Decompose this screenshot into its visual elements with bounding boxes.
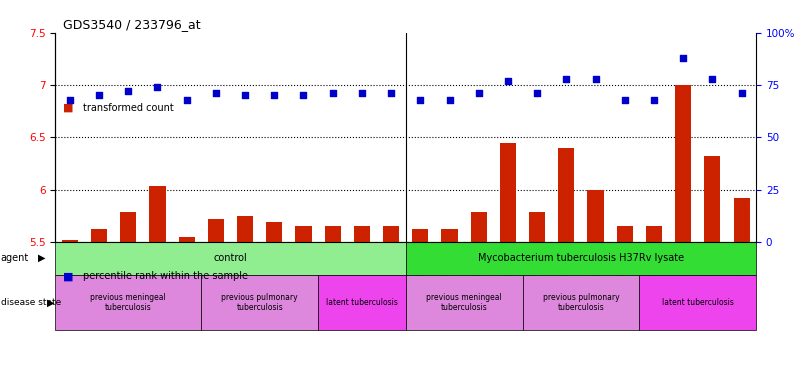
Point: [560, 76, 573, 82]
Bar: [91, 229, 107, 242]
Text: transformed count: transformed count: [83, 103, 174, 113]
Text: percentile rank within the sample: percentile rank within the sample: [83, 271, 248, 281]
Text: previous pulmonary
tuberculosis: previous pulmonary tuberculosis: [542, 293, 619, 312]
Point: [501, 78, 514, 84]
Point: [677, 55, 690, 61]
Point: [151, 84, 164, 90]
Bar: [587, 190, 604, 242]
Bar: [55, 242, 406, 275]
Point: [647, 96, 660, 103]
Bar: [734, 198, 750, 242]
Bar: [383, 226, 399, 242]
Bar: [529, 212, 545, 242]
Point: [297, 93, 310, 99]
Bar: [150, 187, 166, 242]
Point: [93, 93, 106, 99]
Bar: [406, 275, 522, 330]
Bar: [296, 226, 312, 242]
Bar: [500, 142, 516, 242]
Bar: [266, 222, 282, 242]
Bar: [639, 275, 756, 330]
Bar: [201, 275, 318, 330]
Bar: [406, 242, 756, 275]
Text: control: control: [214, 253, 248, 263]
Bar: [413, 229, 429, 242]
Bar: [120, 212, 136, 242]
Point: [618, 96, 631, 103]
Point: [210, 90, 223, 96]
Bar: [55, 275, 201, 330]
Point: [473, 90, 485, 96]
Bar: [522, 275, 639, 330]
Bar: [318, 275, 406, 330]
Bar: [617, 226, 633, 242]
Point: [414, 96, 427, 103]
Point: [63, 96, 76, 103]
Bar: [62, 240, 78, 242]
Bar: [324, 226, 340, 242]
Text: ▶: ▶: [38, 253, 46, 263]
Text: previous meningeal
tuberculosis: previous meningeal tuberculosis: [91, 293, 166, 312]
Point: [706, 76, 718, 82]
Bar: [675, 85, 691, 242]
Text: GDS3540 / 233796_at: GDS3540 / 233796_at: [63, 18, 201, 31]
Point: [589, 76, 602, 82]
Bar: [354, 226, 370, 242]
Bar: [207, 219, 224, 242]
Text: latent tuberculosis: latent tuberculosis: [662, 298, 734, 307]
Point: [443, 96, 456, 103]
Text: ■: ■: [63, 271, 74, 281]
Bar: [471, 212, 487, 242]
Bar: [704, 156, 720, 242]
Point: [384, 90, 397, 96]
Point: [239, 93, 252, 99]
Bar: [237, 216, 253, 242]
Bar: [646, 226, 662, 242]
Point: [531, 90, 544, 96]
Bar: [558, 148, 574, 242]
Point: [735, 90, 748, 96]
Text: ■: ■: [63, 103, 74, 113]
Text: disease state: disease state: [1, 298, 61, 307]
Text: latent tuberculosis: latent tuberculosis: [326, 298, 398, 307]
Text: previous meningeal
tuberculosis: previous meningeal tuberculosis: [426, 293, 502, 312]
Point: [180, 96, 193, 103]
Point: [122, 88, 135, 94]
Text: ▶: ▶: [47, 297, 54, 308]
Point: [268, 93, 280, 99]
Text: previous pulmonary
tuberculosis: previous pulmonary tuberculosis: [221, 293, 298, 312]
Text: agent: agent: [1, 253, 29, 263]
Point: [326, 90, 339, 96]
Bar: [179, 237, 195, 242]
Point: [356, 90, 368, 96]
Bar: [441, 229, 457, 242]
Text: Mycobacterium tuberculosis H37Rv lysate: Mycobacterium tuberculosis H37Rv lysate: [478, 253, 684, 263]
